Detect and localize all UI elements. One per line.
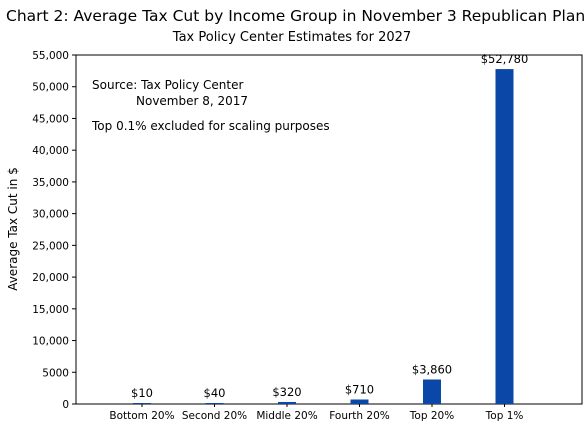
bar-value-label: $40: [204, 386, 226, 400]
y-tick-label: 15,000: [32, 304, 69, 316]
bar: [350, 399, 369, 404]
bar-value-label: $10: [131, 386, 153, 400]
chart-title: Chart 2: Average Tax Cut by Income Group…: [6, 7, 584, 25]
bar: [278, 401, 296, 404]
y-tick-label: 10,000: [32, 336, 69, 348]
y-tick-label: 30,000: [32, 209, 69, 221]
y-tick-label: 55,000: [32, 50, 69, 62]
x-tick-label: Top 20%: [409, 410, 454, 422]
bar-value-label: $710: [345, 382, 374, 396]
chart-subtitle: Tax Policy Center Estimates for 2027: [172, 30, 412, 45]
y-tick-label: 25,000: [32, 240, 69, 252]
bar: [495, 69, 514, 404]
bar-value-label: $52,780: [481, 52, 529, 66]
bar: [133, 403, 151, 404]
x-tick-label: Bottom 20%: [109, 410, 174, 422]
y-tick-label: 0: [62, 399, 69, 411]
y-tick-label: 20,000: [32, 272, 69, 284]
y-tick-label: 35,000: [32, 177, 69, 189]
x-tick-label: Second 20%: [182, 410, 247, 422]
source-annotation: Source: Tax Policy Center: [92, 78, 243, 92]
x-tick-label: Top 1%: [485, 410, 524, 422]
y-tick-label: 5000: [42, 367, 69, 379]
bar-value-label: $320: [272, 385, 301, 399]
y-tick-label: 50,000: [32, 82, 69, 94]
scaling-note-annotation: Top 0.1% excluded for scaling purposes: [91, 119, 330, 133]
x-tick-label: Fourth 20%: [329, 410, 390, 422]
date-annotation: November 8, 2017: [136, 94, 248, 108]
plot-area: [75, 54, 583, 405]
y-axis-label: Average Tax Cut in $: [6, 167, 20, 291]
bar: [205, 403, 224, 404]
bar: [423, 379, 441, 404]
x-tick-label: Middle 20%: [256, 410, 317, 422]
y-tick-label: 45,000: [32, 113, 69, 125]
bar-value-label: $3,860: [412, 363, 452, 377]
y-tick-label: 40,000: [32, 145, 69, 157]
